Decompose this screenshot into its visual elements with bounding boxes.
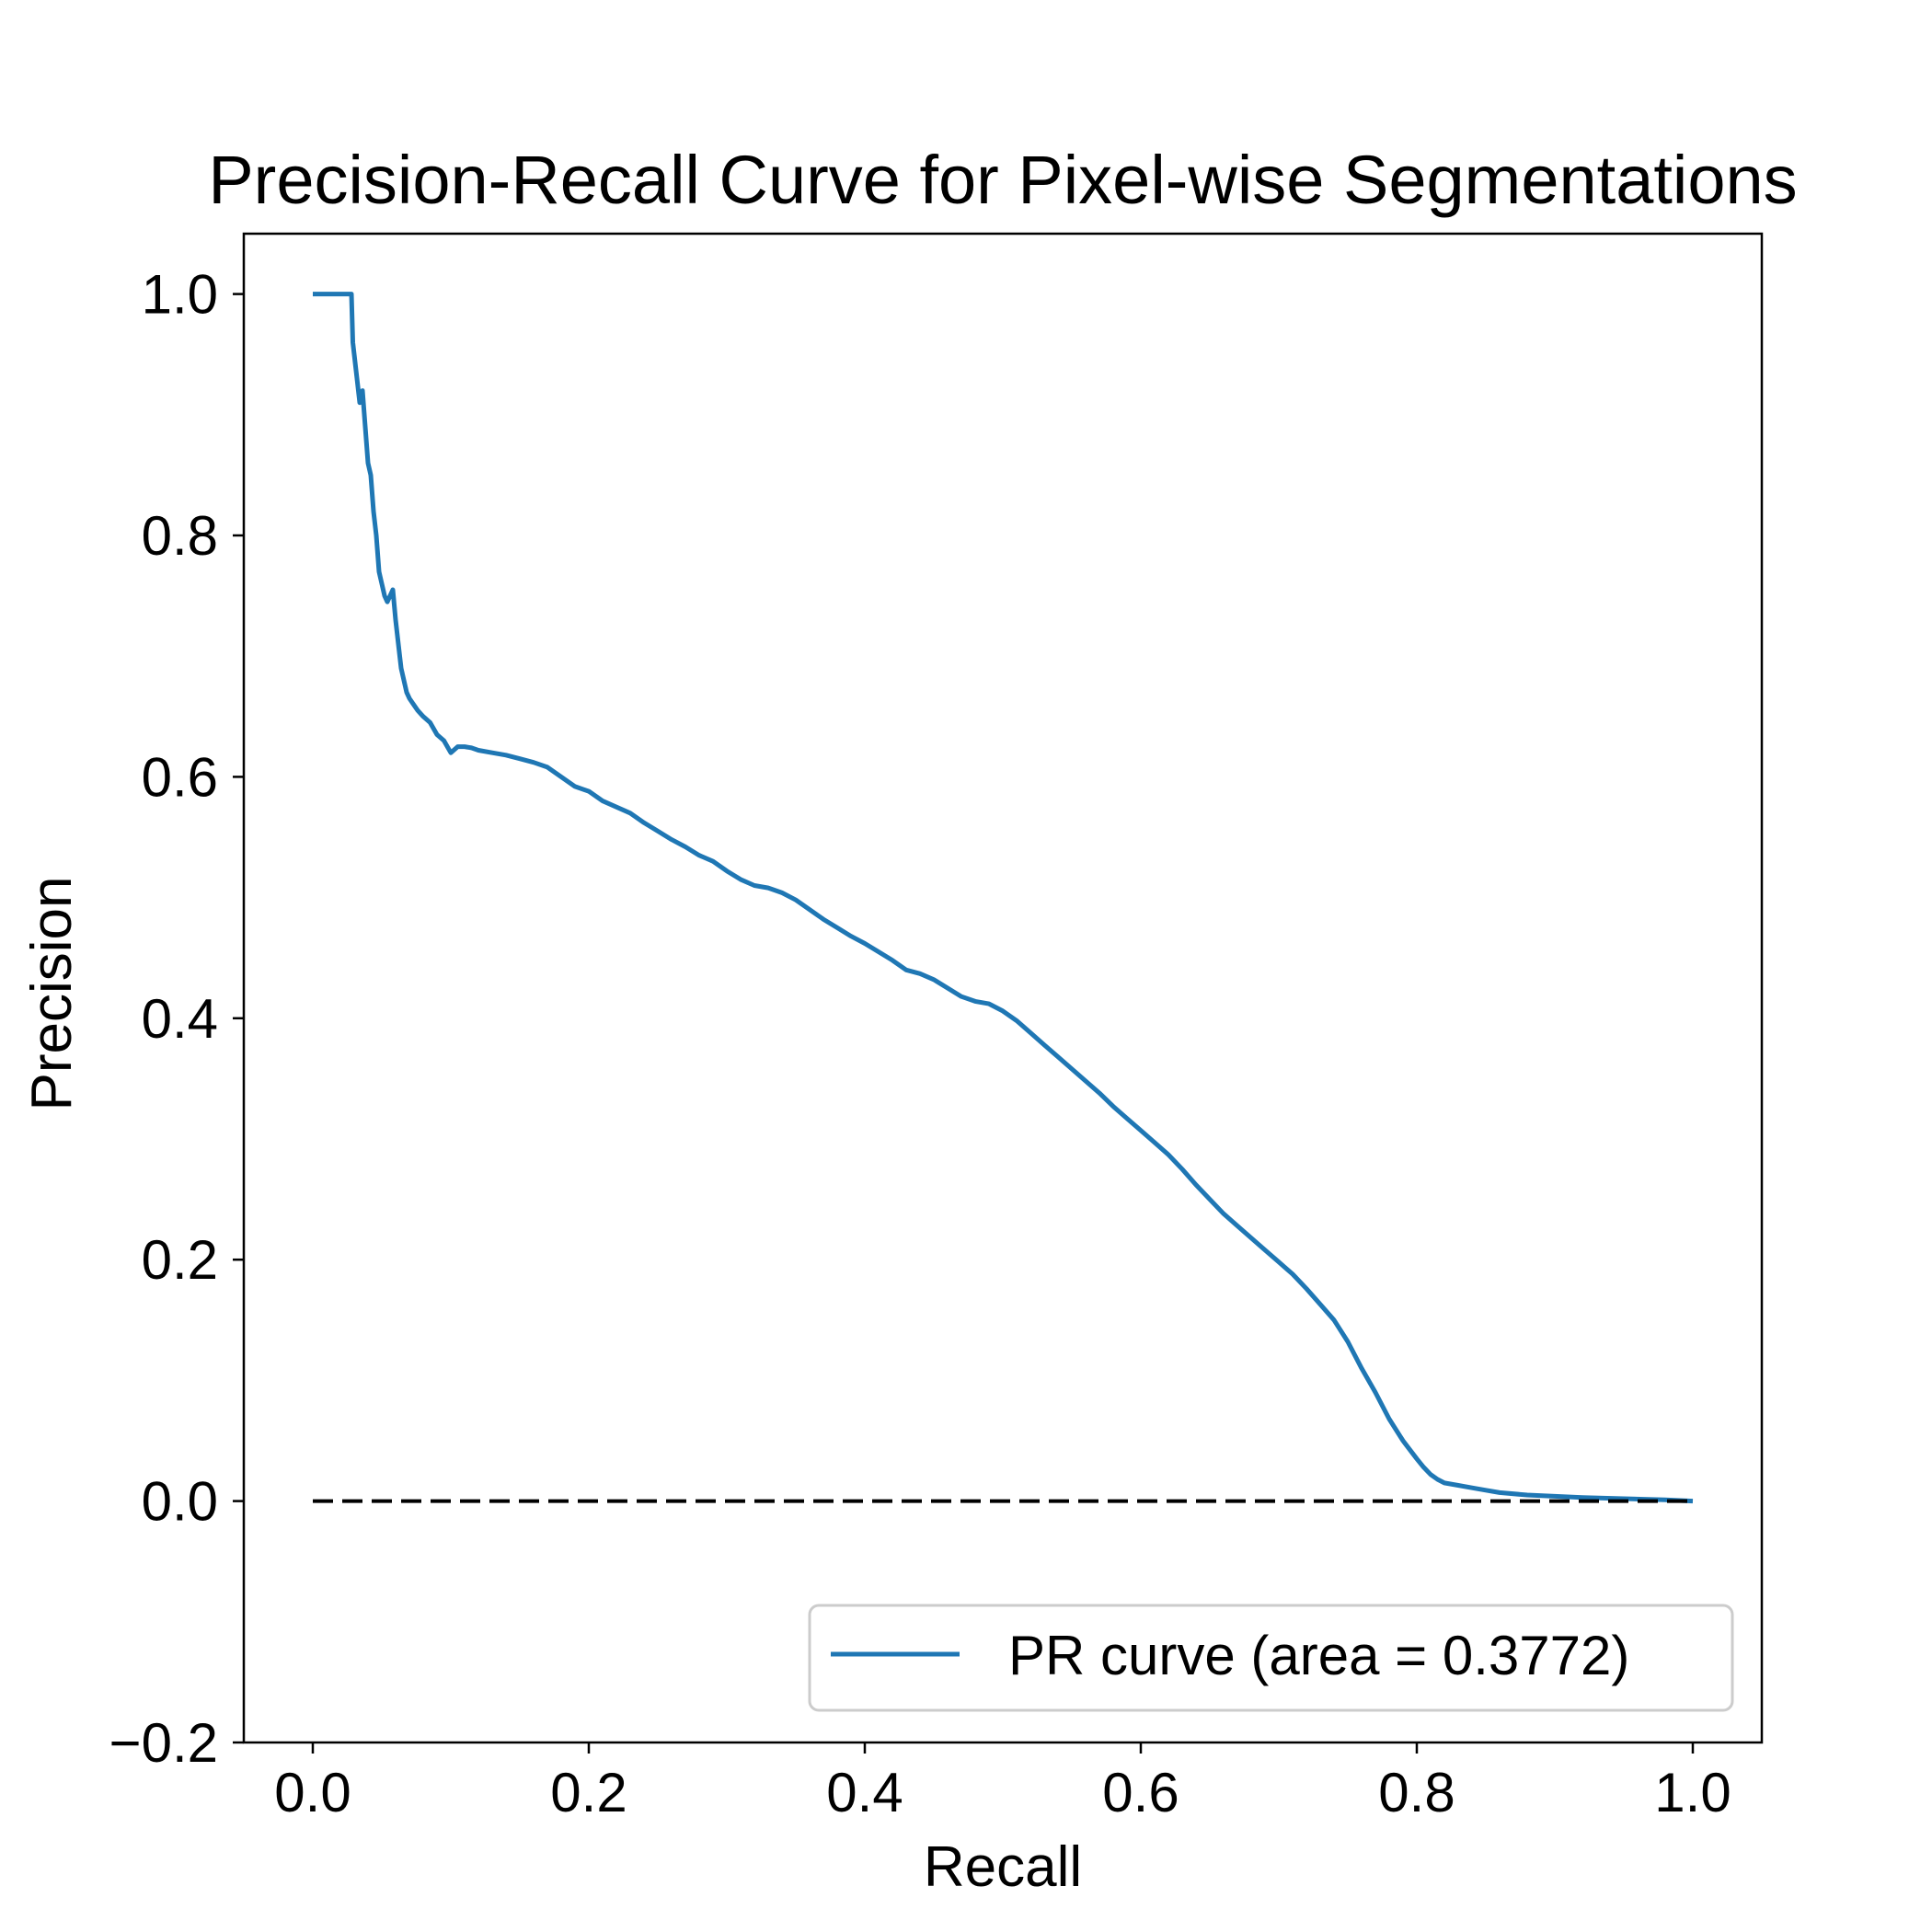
x-axis-label: Recall — [924, 1835, 1082, 1899]
x-tick-label: 0.0 — [274, 1762, 351, 1823]
y-axis-label: Precision — [20, 877, 84, 1111]
x-tick-label: 0.8 — [1378, 1762, 1455, 1823]
y-axis-ticks: −0.2 0.0 0.2 0.4 0.6 0.8 1.0 — [109, 264, 244, 1774]
y-tick-label: 0.6 — [142, 746, 218, 808]
legend-label-pr-curve: PR curve (area = 0.3772) — [1008, 1625, 1629, 1686]
x-tick-label: 0.6 — [1102, 1762, 1179, 1823]
legend-box — [808, 1604, 1734, 1712]
chart-title: Precision-Recall Curve for Pixel-wise Se… — [208, 142, 1797, 218]
legend: PR curve (area = 0.3772) — [808, 1604, 1734, 1712]
x-tick-label: 0.2 — [550, 1762, 627, 1823]
y-tick-label: 0.0 — [142, 1471, 218, 1533]
y-tick-label: 0.2 — [142, 1229, 218, 1291]
pr-curve-line — [313, 292, 1694, 1504]
y-tick-label: 0.4 — [142, 988, 218, 1050]
x-tick-label: 1.0 — [1654, 1762, 1731, 1823]
plot-area — [313, 292, 1694, 1504]
x-tick-label: 0.4 — [826, 1762, 903, 1823]
y-tick-label: 1.0 — [142, 264, 218, 326]
y-tick-label: 0.8 — [142, 505, 218, 567]
y-tick-label: −0.2 — [109, 1712, 218, 1774]
axes-frame — [242, 232, 1764, 1744]
x-axis-ticks: 0.0 0.2 0.4 0.6 0.8 1.0 — [274, 1742, 1731, 1823]
